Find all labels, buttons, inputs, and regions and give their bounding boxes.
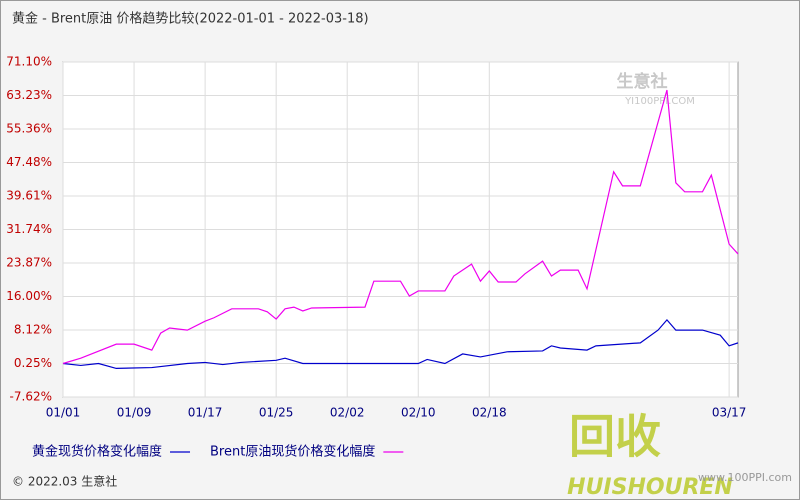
legend-label: Brent原油现货价格变化幅度	[210, 444, 375, 460]
x-tick-label: 02/18	[472, 406, 507, 420]
y-tick-label: 47.48%	[6, 155, 52, 169]
y-tick-label: 63.23%	[6, 88, 52, 102]
legend-label: 黄金现货价格变化幅度	[32, 444, 162, 460]
y-tick-label: 31.74%	[6, 222, 52, 236]
footer: © 2022.03 生意社	[12, 474, 117, 489]
y-tick-label: 55.36%	[6, 121, 52, 135]
x-tick-label: 03/17	[712, 406, 747, 420]
y-tick-label: 8.12%	[14, 323, 52, 337]
x-tick-label: 01/17	[188, 406, 223, 420]
x-tick-label: 02/02	[330, 406, 365, 420]
x-tick-label: 01/09	[117, 406, 152, 420]
y-tick-label: 71.10%	[6, 55, 52, 69]
x-tick-label: 01/01	[46, 406, 81, 420]
watermark-site: YI100PPI.COM	[624, 96, 695, 107]
line-series	[62, 89, 739, 365]
logo-site: www.100PPI.com	[698, 471, 792, 484]
line-series	[62, 318, 739, 370]
logo-brand: HUISHOUREN	[567, 475, 733, 500]
y-tick-label: 16.00%	[6, 289, 52, 303]
x-tick-label: 02/10	[401, 406, 436, 420]
x-tick-label: 01/25	[259, 406, 294, 420]
logo-text: 回收	[569, 410, 661, 464]
y-tick-label: -7.62%	[10, 390, 52, 404]
y-tick-label: 23.87%	[6, 255, 52, 269]
chart-title: 黄金 - Brent原油 价格趋势比较(2022-01-01 - 2022-03…	[12, 11, 369, 27]
watermark: 生意社	[617, 71, 668, 92]
y-tick-label: 0.25%	[14, 356, 52, 370]
y-tick-label: 39.61%	[6, 189, 52, 203]
